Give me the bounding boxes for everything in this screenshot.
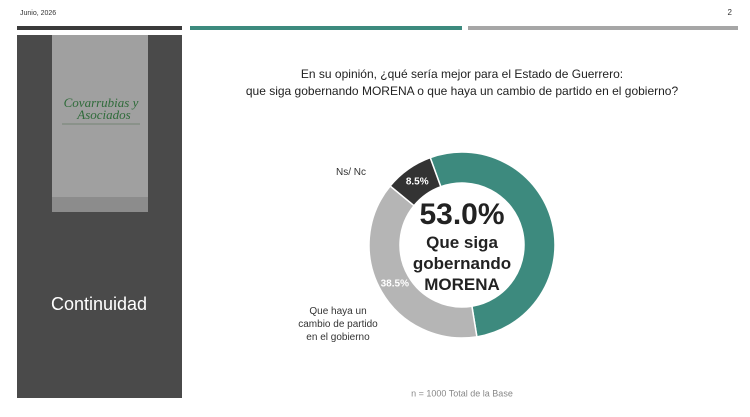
header-bar [190,26,462,30]
donut-segment [368,184,478,339]
donut-segment [429,151,556,338]
donut-segment [389,156,442,207]
header-bar [468,26,738,30]
chart-title: En su opinión, ¿qué sería mejor para el … [301,67,623,81]
center-category-label: Que siga gobernando MORENA [412,233,512,294]
value-label: 38.5% [381,278,409,289]
logo-panel [52,35,148,212]
page-number: 2 [728,8,733,17]
footnote: n = 1000 Total de la Base [411,388,513,398]
logo-text: Covarrubias y [64,95,139,110]
value-label: 8.5% [406,176,429,187]
center-value-label: 53.0% [419,198,504,231]
category-label: Ns/ Nc [336,167,366,178]
date: Junio, 2026 [20,10,56,17]
category-label: Que haya un cambio de partido en el gobi… [298,306,378,343]
logo-panel-strip [52,197,148,212]
header-bar [17,26,182,30]
logo-text: Asociados [76,107,130,122]
section-label: Continuidad [51,294,147,314]
chart-title: que siga gobernando MORENA o que haya un… [246,84,679,98]
